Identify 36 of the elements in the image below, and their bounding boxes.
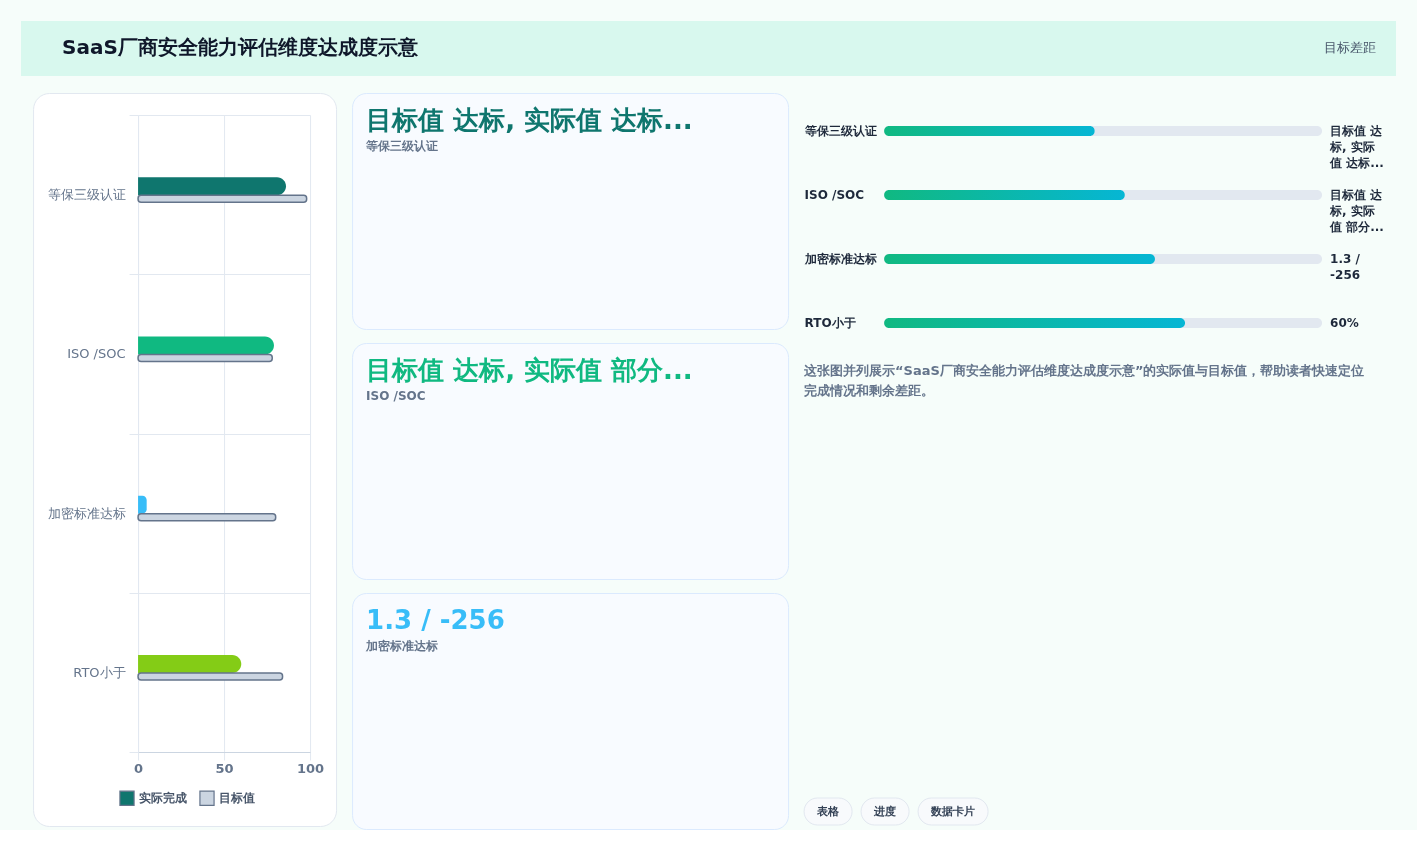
- text: 目标值 达标, 实际值 达标...: [1329, 124, 1384, 170]
- bar: [138, 177, 286, 196]
- text: 等保三级认证: [365, 139, 439, 153]
- text: 目标值 达标, 实际值 部分...: [1329, 188, 1384, 234]
- bar: [138, 336, 274, 355]
- text: 进度: [873, 805, 897, 818]
- bar: [138, 654, 242, 673]
- text: 1.3 / -256: [1330, 252, 1361, 282]
- text: 目标差距: [1324, 40, 1376, 55]
- text: 60%: [1330, 316, 1359, 330]
- text: 目标值 达标, 实际值 部分...: [366, 355, 693, 385]
- bar: [137, 194, 308, 203]
- text: 目标值 达标, 实际值 达标...: [366, 105, 693, 135]
- text: 加密标准达标: [365, 639, 439, 653]
- bar: [137, 672, 284, 681]
- y-tick-label: RTO小于: [73, 664, 126, 680]
- x-tick-label: 100: [297, 760, 325, 776]
- text: 1.3 / -256: [366, 605, 505, 635]
- bar: [137, 353, 273, 363]
- text: 表格: [816, 805, 841, 818]
- x-tick-label: 0: [134, 760, 144, 776]
- y-tick-label: 加密标准达标: [803, 252, 877, 266]
- text: ISO /SOC: [366, 389, 426, 403]
- annotation: 这张图并列展示“SaaS厂商安全能力评估维度达成度示意”的实际值与目标值，帮助读者快速定位完成情况和剩余差距。: [803, 363, 1365, 398]
- y-tick-label: 加密标准达标: [47, 505, 126, 521]
- text: SaaS厂商安全能力评估维度达成度示意: [62, 35, 419, 59]
- x-tick-label: 50: [215, 760, 234, 776]
- legend-label: 实际完成: [139, 791, 187, 806]
- bar: [137, 512, 277, 522]
- text: 数据卡片: [930, 805, 976, 818]
- y-tick-label: ISO /SOC: [67, 346, 126, 362]
- y-tick-label: 等保三级认证: [47, 187, 126, 203]
- y-tick-label: 等保三级认证: [803, 124, 877, 138]
- y-tick-label: ISO /SOC: [804, 188, 865, 202]
- y-tick-label: RTO小于: [804, 316, 856, 330]
- legend-label: 目标值: [219, 791, 255, 806]
